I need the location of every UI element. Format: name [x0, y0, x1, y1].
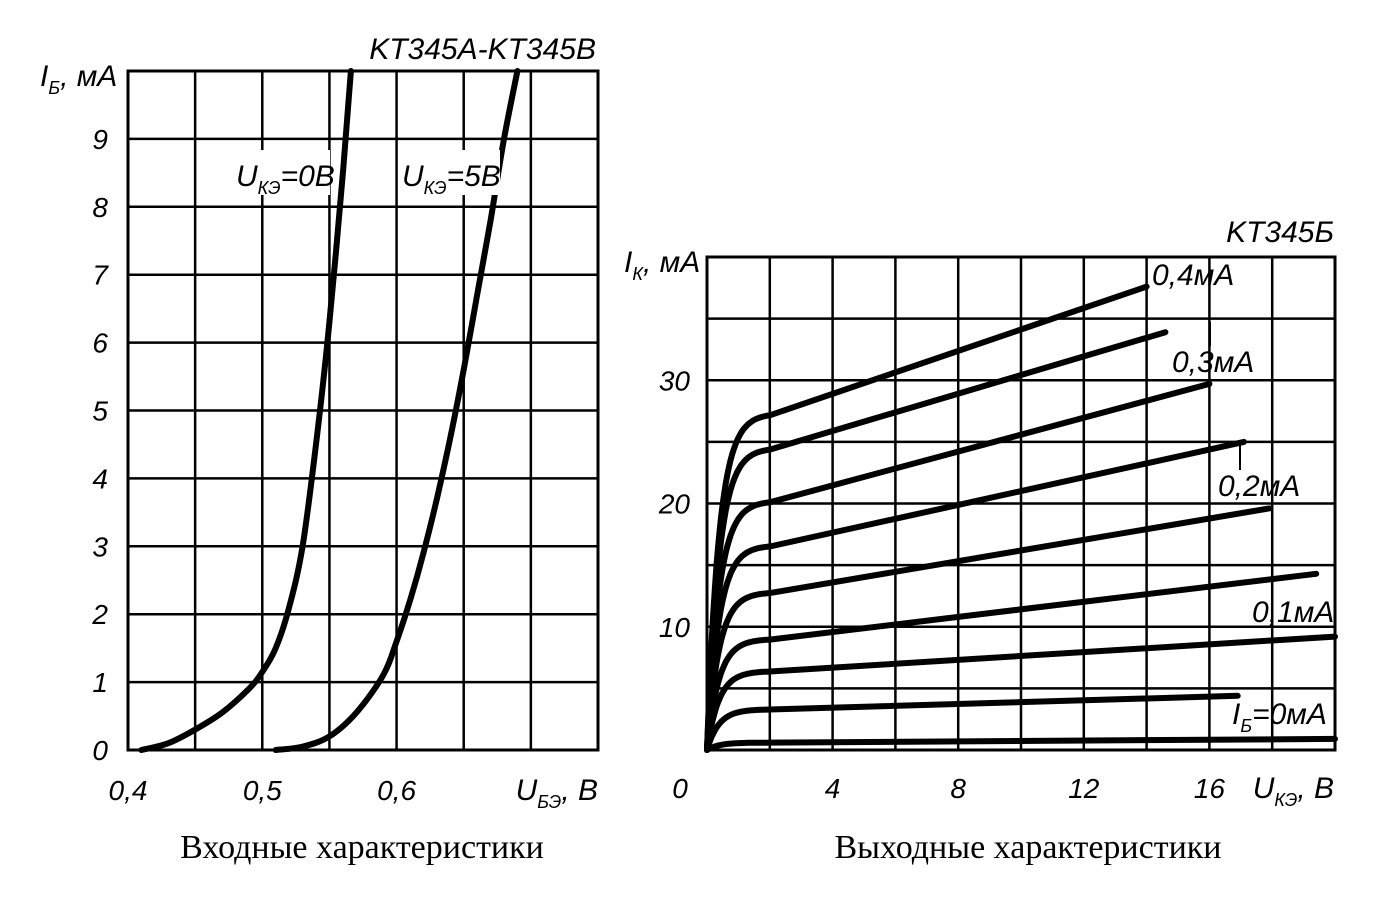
left-grid: [128, 71, 598, 750]
right-y-axis-label: IК, мА: [624, 246, 700, 284]
left-x-tick: 0,6: [377, 775, 416, 806]
right-series-line-2: [704, 633, 1338, 753]
right-chart-caption: Выходные характеристики: [835, 829, 1222, 866]
right-x-tick-labels: 4 8 12 16: [825, 773, 1226, 804]
left-chart-caption: Входные характеристики: [180, 829, 544, 866]
curve-label-3: 0,1мА: [1252, 596, 1334, 629]
right-curves: [704, 283, 1338, 753]
left-y-tick: 5: [92, 396, 108, 427]
left-x-tick: 0,4: [109, 775, 148, 806]
series-label-uke-0v: UКЭ=0В: [236, 160, 335, 198]
right-series-line-0: [704, 735, 1338, 753]
right-y-tick: 30: [659, 365, 691, 396]
curve-label-2: 0,2мА: [1218, 470, 1300, 503]
right-y-tick: 20: [658, 489, 691, 520]
left-y-tick: 2: [91, 599, 108, 630]
left-y-tick: 1: [92, 667, 108, 698]
curve-label-1: 0,3мА: [1172, 346, 1254, 379]
curve-label-4: IБ=0мА: [1232, 698, 1327, 736]
left-plot-frame: [126, 69, 600, 752]
left-y-tick-labels: 0 1 2 3 4 5 6 7 8 9: [91, 124, 109, 766]
right-x-tick: 12: [1068, 773, 1100, 804]
input-characteristics-chart: 0 1 2 3 4 5 6 7 8 9 0,4 0,5 0,6 KT345A-KT345B IБ, м…: [40, 33, 600, 866]
left-y-tick: 9: [92, 124, 108, 155]
right-series-line-3: [704, 570, 1320, 753]
right-x-tick: 4: [825, 773, 841, 804]
left-y-tick: 6: [92, 328, 108, 359]
curve-label-0: 0,4мА: [1152, 259, 1234, 292]
left-curves: [138, 68, 521, 753]
right-curve-labels: 0,4мА 0,3мА 0,2мА 0,1мА IБ=0мА: [1152, 259, 1334, 736]
right-series-line-1: [704, 692, 1241, 753]
left-y-tick: 8: [92, 192, 108, 223]
right-x-tick: 8: [950, 773, 966, 804]
right-series-line-8: [704, 283, 1150, 753]
left-y-tick: 4: [92, 463, 108, 494]
left-x-tick: 0,5: [243, 775, 282, 806]
left-series-line-1: [272, 68, 521, 753]
left-chart-title: KT345A-KT345B: [369, 33, 596, 66]
series-label-bg-0: [230, 150, 330, 195]
right-series-line-4: [704, 505, 1273, 753]
series-label-bg-5: [398, 150, 500, 195]
output-characteristics-chart: 10 20 30 4 8 12 16 0,4мА 0,3мА 0,2мА 0,1мА IБ=0мА…: [624, 216, 1338, 866]
right-plot-frame: [705, 255, 1337, 752]
left-y-tick: 7: [92, 260, 109, 291]
right-origin-label: 0: [672, 773, 688, 804]
series-label-uke-5v: UКЭ=5В: [402, 160, 501, 198]
left-y-tick: 3: [92, 531, 108, 562]
right-y-tick: 10: [659, 612, 691, 643]
right-y-tick-labels: 10 20 30: [658, 365, 691, 643]
left-x-axis-label: UБЭ, В: [516, 774, 598, 812]
left-series-line-0: [138, 68, 354, 753]
right-x-tick: 16: [1194, 773, 1226, 804]
left-y-tick: 0: [92, 735, 108, 766]
left-y-axis-label: IБ, мА: [40, 60, 117, 98]
left-x-tick-labels: 0,4 0,5 0,6: [109, 775, 417, 806]
right-x-axis-label: UКЭ, В: [1253, 772, 1334, 810]
right-chart-title: KT345Б: [1226, 216, 1334, 249]
